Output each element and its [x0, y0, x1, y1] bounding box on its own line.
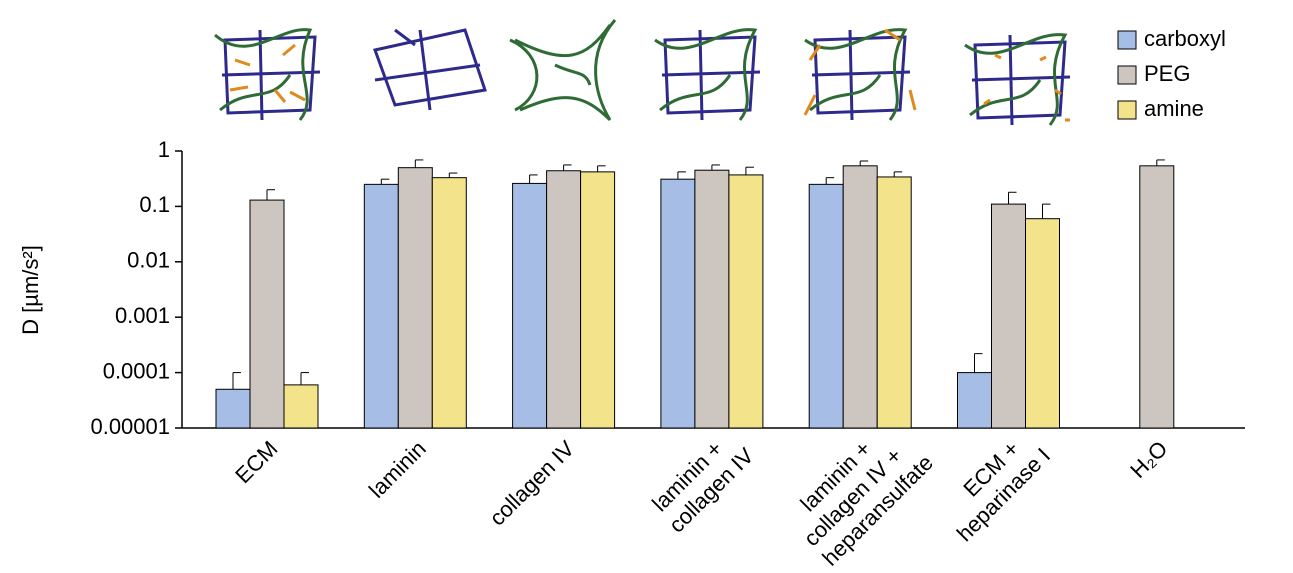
bar [216, 389, 250, 428]
legend-label: carboxyl [1144, 26, 1226, 51]
error-bar [975, 354, 983, 373]
bar [432, 178, 466, 428]
error-bar [746, 167, 754, 175]
bar [1026, 219, 1060, 428]
bar [661, 179, 695, 428]
y-tick-label: 0.1 [139, 192, 170, 217]
legend-swatch [1118, 31, 1136, 49]
bar [843, 166, 877, 428]
error-bar [712, 165, 720, 170]
y-tick-label: 0.00001 [90, 414, 170, 439]
network-illustrations [215, 20, 1070, 125]
x-tick-label: ECM +heparinase I [933, 424, 1055, 546]
error-bar [826, 178, 834, 185]
legend-label: PEG [1144, 61, 1190, 86]
error-bar [415, 160, 423, 168]
y-tick-label: 0.001 [115, 303, 170, 328]
legend-swatch [1118, 101, 1136, 119]
bar [547, 171, 581, 428]
error-bar [381, 179, 389, 184]
bar [992, 204, 1026, 428]
error-bar [860, 161, 868, 166]
x-tick-label: ECM [230, 436, 282, 488]
x-tick-label: H₂O [1125, 436, 1172, 483]
error-bar [301, 373, 309, 385]
bar [581, 172, 615, 428]
error-bar [1009, 192, 1017, 204]
x-tick-label: laminin +collagen IV +heparansulfate [779, 412, 938, 568]
error-bar [894, 172, 902, 177]
error-bar [530, 175, 538, 183]
illustration-laminin-collagen [655, 30, 760, 120]
error-bar [267, 190, 275, 200]
error-bar [564, 165, 572, 171]
illustration-ecm-heparinase [965, 35, 1070, 125]
illustration-collagen [510, 20, 615, 120]
illustration-laminin-collagen-heparansulfate [805, 30, 915, 120]
error-bar [1043, 204, 1051, 219]
bar [1140, 166, 1174, 428]
legend-swatch [1118, 66, 1136, 84]
y-tick-label: 1 [158, 137, 170, 162]
legend-label: amine [1144, 96, 1204, 121]
bar [513, 183, 547, 428]
y-axis-label: D [µm/s²] [18, 245, 43, 335]
illustration-laminin [375, 30, 485, 110]
x-tick-label: laminin +collagen IV [645, 424, 759, 538]
bar [809, 184, 843, 428]
chart: D [µm/s²] 1 0.1 0.01 0.001 0.0001 0.00001 ECM l… [0, 0, 1293, 568]
bar [364, 184, 398, 428]
error-bar [678, 172, 686, 179]
bar [250, 200, 284, 428]
bar [398, 168, 432, 428]
y-tick-label: 0.0001 [103, 358, 170, 383]
error-bar [598, 166, 606, 172]
illustration-ecm [215, 30, 320, 120]
error-bar [449, 173, 457, 178]
bar [877, 177, 911, 428]
x-tick-label: laminin [364, 436, 431, 503]
x-tick-label: collagen IV [484, 436, 579, 531]
bar [695, 170, 729, 428]
bar [284, 385, 318, 428]
error-bar [1157, 160, 1165, 166]
bar [729, 175, 763, 428]
y-tick-label: 0.01 [127, 248, 170, 273]
error-bar [233, 373, 241, 390]
bar [958, 373, 992, 428]
